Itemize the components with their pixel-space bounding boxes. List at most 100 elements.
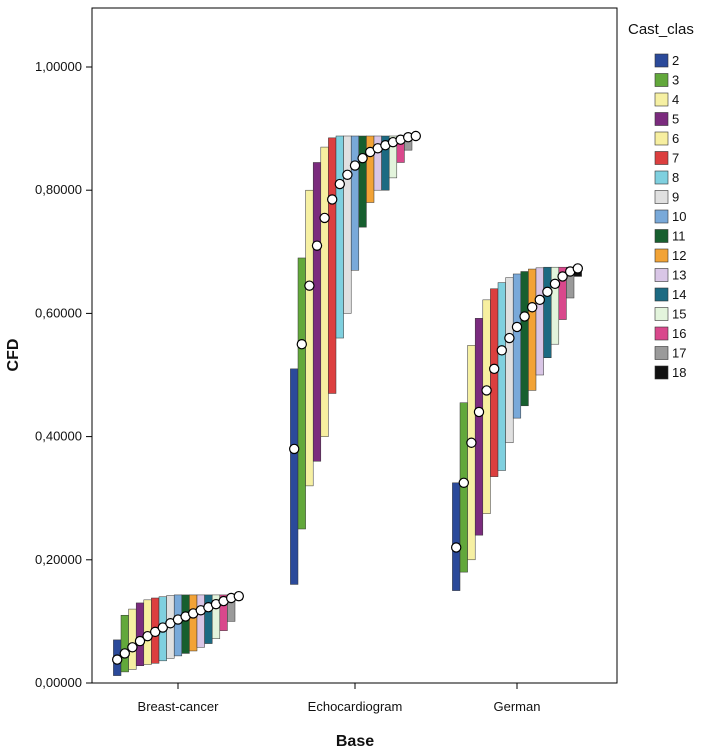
x-axis: Breast-cancer Echocardiogram German bbox=[138, 683, 541, 714]
legend-label: 17 bbox=[672, 346, 686, 361]
legend-label: 14 bbox=[672, 287, 686, 302]
bar-german-9 bbox=[505, 277, 514, 444]
legend-swatch bbox=[654, 229, 669, 243]
legend-title: Cast_clas bbox=[628, 21, 694, 38]
mean-point bbox=[327, 194, 338, 205]
legend-label: 10 bbox=[672, 209, 686, 224]
bar-breast-cancer-13 bbox=[196, 594, 205, 648]
y-tick-label: 0,40000 bbox=[35, 429, 82, 444]
legend-swatch bbox=[654, 287, 669, 302]
mean-point bbox=[311, 240, 323, 251]
bar-german-7 bbox=[490, 288, 499, 477]
bar-german-12 bbox=[528, 268, 537, 391]
legend-label: 7 bbox=[672, 151, 679, 166]
legend-swatch bbox=[654, 190, 669, 204]
mean-point bbox=[111, 654, 123, 665]
y-tick-label: 0,80000 bbox=[35, 182, 82, 197]
mean-point bbox=[134, 635, 146, 647]
legend-label: 9 bbox=[672, 190, 679, 205]
mean-point bbox=[527, 302, 538, 313]
mean-point bbox=[466, 437, 477, 448]
legend-label: 3 bbox=[672, 73, 679, 88]
bar-breast-cancer-5 bbox=[135, 602, 145, 667]
bar-german-11 bbox=[520, 271, 529, 407]
y-axis-title: CFD bbox=[5, 339, 22, 372]
legend-label: 6 bbox=[672, 131, 679, 146]
legend-label: 12 bbox=[672, 248, 686, 263]
mean-point bbox=[549, 278, 561, 290]
mean-point bbox=[304, 280, 315, 291]
mean-point bbox=[557, 271, 568, 282]
mean-markers bbox=[111, 130, 584, 665]
legend-label: 13 bbox=[672, 268, 686, 283]
legend: Cast_clas 2 3 4 5 6 7 8 9 10 11 12 13 14 15 16 17 18 bbox=[628, 21, 694, 380]
mean-point bbox=[342, 169, 353, 180]
bar-echocardiogram-9 bbox=[343, 135, 352, 314]
bar-breast-cancer-12 bbox=[189, 594, 198, 652]
legend-label: 16 bbox=[672, 326, 686, 341]
mean-point bbox=[149, 626, 161, 638]
legend-swatch bbox=[654, 92, 669, 107]
mean-point bbox=[410, 130, 421, 142]
legend-swatch bbox=[654, 170, 669, 185]
legend-label: 2 bbox=[672, 53, 679, 68]
legend-label: 4 bbox=[672, 92, 679, 107]
bar-german-4 bbox=[467, 345, 476, 561]
mean-point bbox=[296, 339, 307, 350]
mean-point bbox=[542, 286, 553, 298]
mean-point bbox=[572, 263, 584, 274]
mean-point bbox=[357, 152, 368, 164]
legend-swatch bbox=[654, 73, 669, 87]
mean-point bbox=[519, 311, 530, 322]
legend-label: 11 bbox=[672, 229, 686, 244]
bar-german-2 bbox=[452, 482, 461, 591]
x-tick-label: German bbox=[494, 699, 541, 714]
mean-point bbox=[534, 294, 546, 306]
mean-point bbox=[489, 363, 500, 375]
y-tick-label: 0,60000 bbox=[35, 305, 82, 320]
bar-echocardiogram-4 bbox=[305, 189, 314, 487]
mean-point bbox=[349, 160, 361, 171]
legend-swatch bbox=[654, 326, 669, 341]
bar-german-14 bbox=[543, 266, 552, 359]
bar-breast-cancer-11 bbox=[181, 594, 190, 654]
bar-german-5 bbox=[474, 318, 484, 536]
legend-label: 8 bbox=[672, 170, 679, 185]
bar-echocardiogram-10 bbox=[350, 135, 360, 271]
legend-swatch bbox=[654, 53, 669, 68]
legend-swatch bbox=[654, 112, 669, 126]
bar-echocardiogram-6 bbox=[320, 146, 329, 437]
legend-swatch bbox=[654, 248, 669, 263]
mean-point bbox=[481, 385, 492, 396]
bar-echocardiogram-2 bbox=[290, 368, 299, 585]
legend-swatch bbox=[654, 365, 669, 380]
legend-swatch bbox=[654, 209, 669, 224]
bar-breast-cancer-4 bbox=[128, 608, 137, 670]
bar-echocardiogram-5 bbox=[312, 162, 322, 462]
bar-echocardiogram-3 bbox=[297, 257, 306, 530]
legend-swatch bbox=[654, 131, 669, 146]
mean-point bbox=[319, 212, 330, 224]
mean-point bbox=[127, 642, 138, 653]
bar-german-10 bbox=[512, 273, 522, 419]
legend-label: 15 bbox=[672, 307, 686, 322]
legend-swatch bbox=[654, 151, 669, 165]
legend-label: 5 bbox=[672, 112, 679, 127]
legend-label: 18 bbox=[672, 365, 686, 380]
mean-point bbox=[511, 321, 523, 333]
bar-german-8 bbox=[497, 282, 506, 471]
mean-point bbox=[473, 406, 485, 418]
y-tick-label: 0,00000 bbox=[35, 675, 82, 690]
x-tick-label: Breast-cancer bbox=[138, 699, 220, 714]
legend-swatch bbox=[654, 268, 669, 282]
mean-point bbox=[451, 542, 462, 553]
y-tick-label: 1,00000 bbox=[35, 59, 82, 74]
mean-point bbox=[496, 345, 507, 356]
legend-swatch bbox=[654, 307, 669, 321]
y-axis: 0,00000 0,20000 0,40000 0,60000 0,80000 1,000… bbox=[35, 59, 92, 690]
mean-point bbox=[504, 332, 515, 344]
x-tick-label: Echocardiogram bbox=[308, 699, 403, 714]
bar-german-13 bbox=[535, 267, 544, 376]
bar-echocardiogram-7 bbox=[328, 137, 337, 394]
